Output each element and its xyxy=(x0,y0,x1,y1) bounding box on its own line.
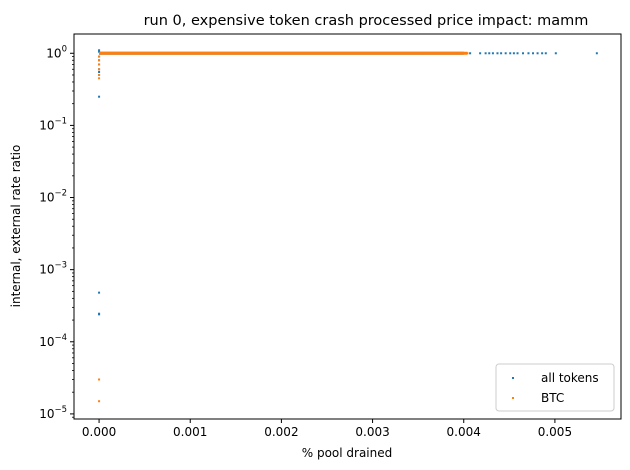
data-point xyxy=(532,52,535,55)
x-axis-label: % pool drained xyxy=(302,446,393,460)
data-point xyxy=(98,291,101,294)
data-point xyxy=(466,52,469,55)
data-point xyxy=(98,70,101,73)
data-point xyxy=(437,52,440,55)
y-tick-label: 100 xyxy=(46,44,67,60)
x-tick-label: 0.005 xyxy=(538,425,572,439)
y-tick-label: 10−3 xyxy=(39,261,67,277)
data-point xyxy=(512,52,515,55)
data-point xyxy=(491,52,494,55)
data-point xyxy=(98,73,101,76)
data-point xyxy=(98,95,101,98)
y-tick-label: 10−2 xyxy=(39,189,67,205)
data-point xyxy=(554,52,557,55)
data-point xyxy=(421,52,424,55)
data-point xyxy=(456,52,459,55)
data-point xyxy=(98,55,101,58)
data-point xyxy=(509,52,512,55)
data-point xyxy=(444,52,447,55)
series-all-tokens xyxy=(98,49,598,316)
data-point xyxy=(98,63,101,66)
data-point xyxy=(488,52,491,55)
data-point xyxy=(496,52,499,55)
data-point xyxy=(484,52,487,55)
data-point xyxy=(504,52,507,55)
plot-area xyxy=(98,49,598,403)
legend-box xyxy=(495,363,615,412)
data-point xyxy=(98,68,101,71)
series-btc xyxy=(98,51,469,403)
data-point xyxy=(500,52,503,55)
data-point xyxy=(595,52,598,55)
legend-marker xyxy=(512,397,514,399)
plot-frame xyxy=(73,33,622,420)
legend-label: BTC xyxy=(541,391,564,405)
legend-marker xyxy=(512,377,514,379)
data-point xyxy=(98,400,101,403)
x-axis: 0.000 0.001 0.002 0.003 0.004 0.005 xyxy=(82,419,572,439)
legend-label: all tokens xyxy=(541,371,599,385)
chart-title: run 0, expensive token crash processed p… xyxy=(144,13,589,29)
data-point xyxy=(98,50,101,53)
data-point xyxy=(98,77,101,80)
x-tick-label: 0.001 xyxy=(173,425,207,439)
x-tick-label: 0.003 xyxy=(355,425,389,439)
x-tick-label: 0.004 xyxy=(447,425,481,439)
y-axis-label: internal, external rate ratio xyxy=(9,145,23,308)
x-tick-label: 0.002 xyxy=(264,425,298,439)
x-tick-label: 0.000 xyxy=(82,425,116,439)
data-point xyxy=(521,52,524,55)
y-tick-label: 10−4 xyxy=(39,333,67,349)
data-point xyxy=(527,52,530,55)
y-tick-label: 10−1 xyxy=(39,116,67,132)
data-point xyxy=(516,52,519,55)
data-point xyxy=(536,52,539,55)
data-point xyxy=(98,378,101,381)
y-tick-label: 10−5 xyxy=(39,405,67,421)
data-point xyxy=(98,49,101,52)
data-point xyxy=(98,59,101,62)
data-point xyxy=(469,52,472,55)
data-point xyxy=(479,52,482,55)
data-point xyxy=(541,52,544,55)
legend: all tokens BTC xyxy=(495,363,615,412)
data-point xyxy=(544,52,547,55)
data-point xyxy=(98,313,101,316)
y-axis: 10−5 10−4 10−3 10−2 10−1 100 xyxy=(39,44,74,421)
